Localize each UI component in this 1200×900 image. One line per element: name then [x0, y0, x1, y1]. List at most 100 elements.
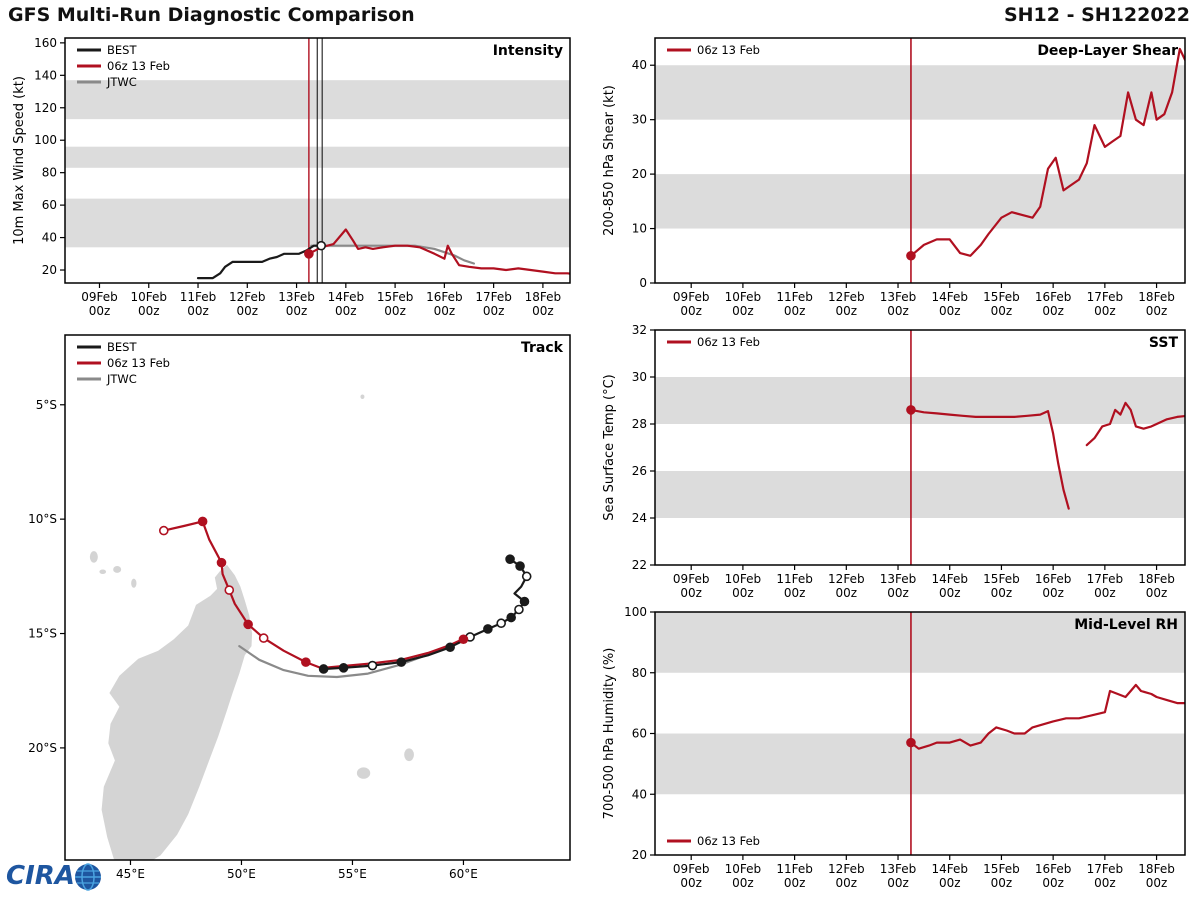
svg-text:00z: 00z: [836, 586, 858, 600]
island: [404, 748, 414, 762]
globe-icon: [75, 863, 101, 891]
svg-text:80: 80: [42, 166, 57, 180]
svg-text:00z: 00z: [1094, 876, 1116, 890]
svg-text:40: 40: [632, 58, 647, 72]
svg-text:00z: 00z: [784, 304, 806, 318]
svg-text:15Feb: 15Feb: [983, 572, 1020, 586]
svg-text:00z: 00z: [1146, 586, 1168, 600]
svg-text:14Feb: 14Feb: [931, 862, 968, 876]
svg-text:00z: 00z: [836, 304, 858, 318]
svg-text:15Feb: 15Feb: [983, 862, 1020, 876]
svg-text:26: 26: [632, 464, 647, 478]
svg-text:700-500 hPa Humidity (%): 700-500 hPa Humidity (%): [602, 648, 617, 820]
svg-text:00z: 00z: [784, 586, 806, 600]
svg-text:00z: 00z: [836, 876, 858, 890]
svg-text:32: 32: [632, 323, 647, 337]
svg-text:20°S: 20°S: [28, 741, 57, 755]
svg-text:10Feb: 10Feb: [725, 572, 762, 586]
svg-text:00z: 00z: [1042, 586, 1064, 600]
svg-text:00z: 00z: [887, 304, 909, 318]
svg-text:00z: 00z: [991, 586, 1013, 600]
svg-text:16Feb: 16Feb: [1035, 290, 1072, 304]
svg-text:00z: 00z: [89, 304, 111, 318]
shear-panel: 01020304009Feb00z10Feb00z11Feb00z12Feb00…: [602, 37, 1186, 318]
svg-text:00z: 00z: [434, 304, 456, 318]
svg-text:45°E: 45°E: [116, 867, 145, 881]
svg-text:12Feb: 12Feb: [828, 862, 865, 876]
rh-panel: 2040608010009Feb00z10Feb00z11Feb00z12Feb…: [602, 605, 1186, 890]
svg-text:20: 20: [42, 263, 57, 277]
svg-text:16Feb: 16Feb: [426, 290, 463, 304]
island: [113, 566, 122, 573]
svg-text:12Feb: 12Feb: [229, 290, 266, 304]
svg-text:20: 20: [632, 167, 647, 181]
svg-text:18Feb: 18Feb: [1138, 290, 1175, 304]
storm-id: SH12 - SH122022: [1003, 4, 1190, 26]
svg-text:22: 22: [632, 558, 647, 572]
svg-text:11Feb: 11Feb: [776, 290, 813, 304]
svg-text:10: 10: [632, 222, 647, 236]
svg-text:15Feb: 15Feb: [377, 290, 414, 304]
svg-text:00z: 00z: [1042, 304, 1064, 318]
svg-text:14Feb: 14Feb: [931, 290, 968, 304]
svg-text:17Feb: 17Feb: [1087, 572, 1124, 586]
svg-text:00z: 00z: [483, 304, 505, 318]
svg-text:12Feb: 12Feb: [828, 290, 865, 304]
svg-text:00z: 00z: [138, 304, 160, 318]
svg-text:00z: 00z: [732, 586, 754, 600]
svg-text:13Feb: 13Feb: [278, 290, 315, 304]
svg-text:24: 24: [632, 511, 647, 525]
svg-text:40: 40: [42, 231, 57, 245]
svg-text:00z: 00z: [939, 876, 961, 890]
svg-text:00z: 00z: [335, 304, 357, 318]
page-title: GFS Multi-Run Diagnostic Comparison: [8, 4, 415, 26]
svg-text:SST: SST: [1149, 335, 1179, 351]
svg-text:100: 100: [624, 605, 647, 619]
svg-text:13Feb: 13Feb: [880, 572, 917, 586]
svg-text:5°S: 5°S: [36, 398, 57, 412]
svg-text:60: 60: [632, 727, 647, 741]
svg-text:17Feb: 17Feb: [1087, 862, 1124, 876]
svg-text:11Feb: 11Feb: [776, 572, 813, 586]
svg-text:00z: 00z: [1094, 586, 1116, 600]
svg-text:Track: Track: [521, 340, 564, 356]
svg-text:10°S: 10°S: [28, 512, 57, 526]
svg-text:Mid-Level RH: Mid-Level RH: [1074, 617, 1178, 633]
svg-text:06z 13 Feb: 06z 13 Feb: [107, 59, 170, 73]
svg-text:12Feb: 12Feb: [828, 572, 865, 586]
svg-text:18Feb: 18Feb: [525, 290, 562, 304]
island: [360, 394, 365, 400]
svg-text:10Feb: 10Feb: [725, 862, 762, 876]
svg-text:09Feb: 09Feb: [673, 862, 710, 876]
svg-text:09Feb: 09Feb: [673, 572, 710, 586]
svg-text:00z: 00z: [1146, 304, 1168, 318]
svg-text:BEST: BEST: [107, 43, 137, 57]
svg-text:Deep-Layer Shear: Deep-Layer Shear: [1037, 43, 1178, 59]
svg-text:10Feb: 10Feb: [130, 290, 167, 304]
cira-logo-text: CIRA: [6, 861, 75, 891]
svg-text:00z: 00z: [887, 876, 909, 890]
svg-text:09Feb: 09Feb: [673, 290, 710, 304]
svg-text:00z: 00z: [286, 304, 308, 318]
svg-text:JTWC: JTWC: [106, 75, 137, 89]
island: [89, 551, 98, 563]
svg-text:30: 30: [632, 113, 647, 127]
svg-text:00z: 00z: [732, 304, 754, 318]
madagascar-landmass: [101, 564, 253, 860]
svg-text:00z: 00z: [680, 586, 702, 600]
svg-text:13Feb: 13Feb: [880, 862, 917, 876]
svg-text:14Feb: 14Feb: [328, 290, 365, 304]
svg-text:11Feb: 11Feb: [776, 862, 813, 876]
svg-text:Sea Surface Temp (°C): Sea Surface Temp (°C): [602, 374, 617, 521]
svg-text:40: 40: [632, 787, 647, 801]
cira-logo: CIRA: [4, 856, 114, 898]
svg-text:17Feb: 17Feb: [1087, 290, 1124, 304]
svg-text:00z: 00z: [1146, 876, 1168, 890]
sst-panel: 22242628303209Feb00z10Feb00z11Feb00z12Fe…: [602, 323, 1186, 600]
svg-text:20: 20: [632, 848, 647, 862]
svg-text:16Feb: 16Feb: [1035, 572, 1072, 586]
svg-text:200-850 hPa Shear (kt): 200-850 hPa Shear (kt): [602, 85, 617, 236]
svg-text:JTWC: JTWC: [106, 372, 137, 386]
svg-text:00z: 00z: [887, 586, 909, 600]
